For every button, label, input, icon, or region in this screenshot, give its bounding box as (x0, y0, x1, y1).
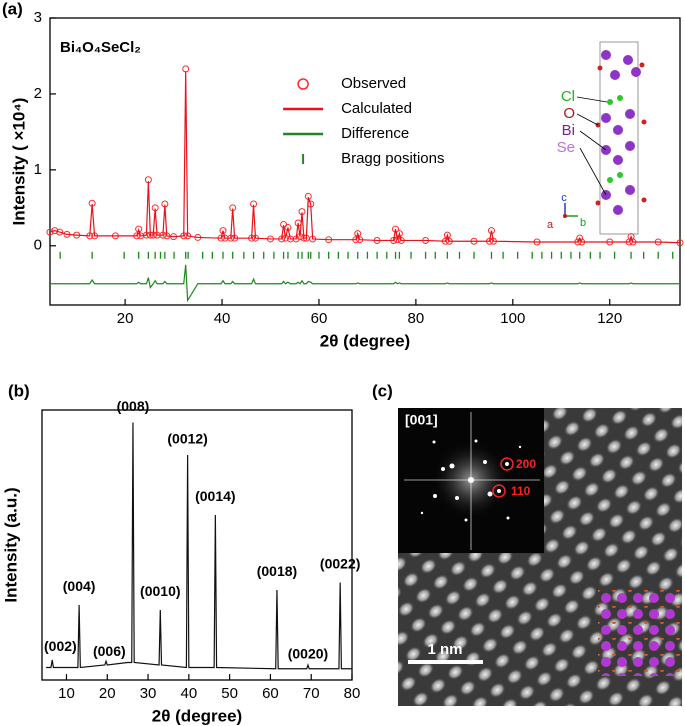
observed-point (51, 227, 59, 235)
y-tick-label: 0 (34, 237, 42, 254)
observed-point (354, 230, 362, 238)
legend-label: Observed (341, 75, 406, 92)
structure-label: Bi (562, 122, 575, 139)
observed-point (284, 224, 292, 232)
y-tick-label: 3 (34, 9, 42, 26)
x-tick-label: 80 (408, 310, 425, 327)
plot-frame (41, 409, 353, 681)
peak-label: (0020) (288, 646, 328, 662)
hrtem-image (398, 408, 682, 706)
peak-label: (002) (44, 638, 77, 654)
x-tick-label: 50 (221, 685, 238, 702)
observed-point (56, 228, 64, 236)
x-tick-label: 20 (117, 310, 134, 327)
plot-frame (49, 17, 681, 306)
x-tick-label: 120 (597, 310, 622, 327)
x-tick-label: 40 (180, 685, 197, 702)
peak-label: (0018) (257, 563, 297, 579)
structure-label: O (563, 105, 575, 122)
observed-point (219, 227, 227, 235)
zone-axis: [001] (405, 412, 438, 428)
observed-point (135, 225, 143, 233)
x-tick-label: 70 (303, 685, 320, 702)
x-tick-label: 40 (214, 310, 231, 327)
legend-label: Bragg positions (341, 150, 444, 167)
panel-label: (a) (2, 0, 23, 18)
x-tick-label: 80 (344, 685, 361, 702)
peak-label: (006) (93, 643, 126, 659)
chart-title: Bi₄O₄SeCl₂ (60, 39, 141, 56)
y-axis-label: Intensity (a.u.) (1, 487, 20, 602)
observed-point (443, 231, 451, 239)
structure-label: Cl (561, 88, 575, 105)
x-tick-label: 30 (140, 685, 157, 702)
x-tick-label: 20 (99, 685, 116, 702)
observed-point (46, 228, 54, 236)
series-line (50, 264, 680, 303)
y-axis-label: Intensity ( ×10⁴) (9, 98, 28, 226)
legend-label: Calculated (341, 100, 412, 117)
x-tick-label: 10 (58, 685, 75, 702)
x-axis-label: 2θ (degree) (320, 331, 410, 350)
x-tick-label: 100 (500, 310, 525, 327)
crystal-structure (563, 41, 647, 235)
peak-label: (0012) (167, 431, 207, 447)
observed-point (576, 234, 584, 242)
axis-direction-label: c (561, 192, 567, 204)
x-tick-label: 60 (311, 310, 328, 327)
peak-label: (0014) (195, 488, 235, 504)
peak-label: (004) (63, 578, 96, 594)
peak-label: (0010) (140, 583, 180, 599)
y-tick-label: 2 (34, 85, 42, 102)
panel-label: (b) (8, 381, 30, 400)
series-line (46, 422, 352, 670)
axis-direction-label: b (580, 217, 586, 229)
y-tick-label: 1 (34, 161, 42, 178)
axis-direction-label: a (547, 219, 554, 231)
panel-label: (c) (372, 381, 393, 400)
peak-label: (008) (117, 398, 150, 414)
legend-swatch (297, 78, 309, 90)
peak-label: (0022) (320, 556, 360, 572)
observed-point (182, 65, 190, 73)
spot-label: 110 (511, 484, 531, 498)
structure-label: Se (557, 139, 575, 156)
scale-bar-label: 1 nm (427, 641, 462, 658)
series-line (49, 71, 681, 244)
legend-label: Difference (341, 125, 409, 142)
x-tick-label: 60 (262, 685, 279, 702)
x-axis-label: 2θ (degree) (152, 706, 242, 725)
spot-label: 200 (516, 457, 536, 471)
